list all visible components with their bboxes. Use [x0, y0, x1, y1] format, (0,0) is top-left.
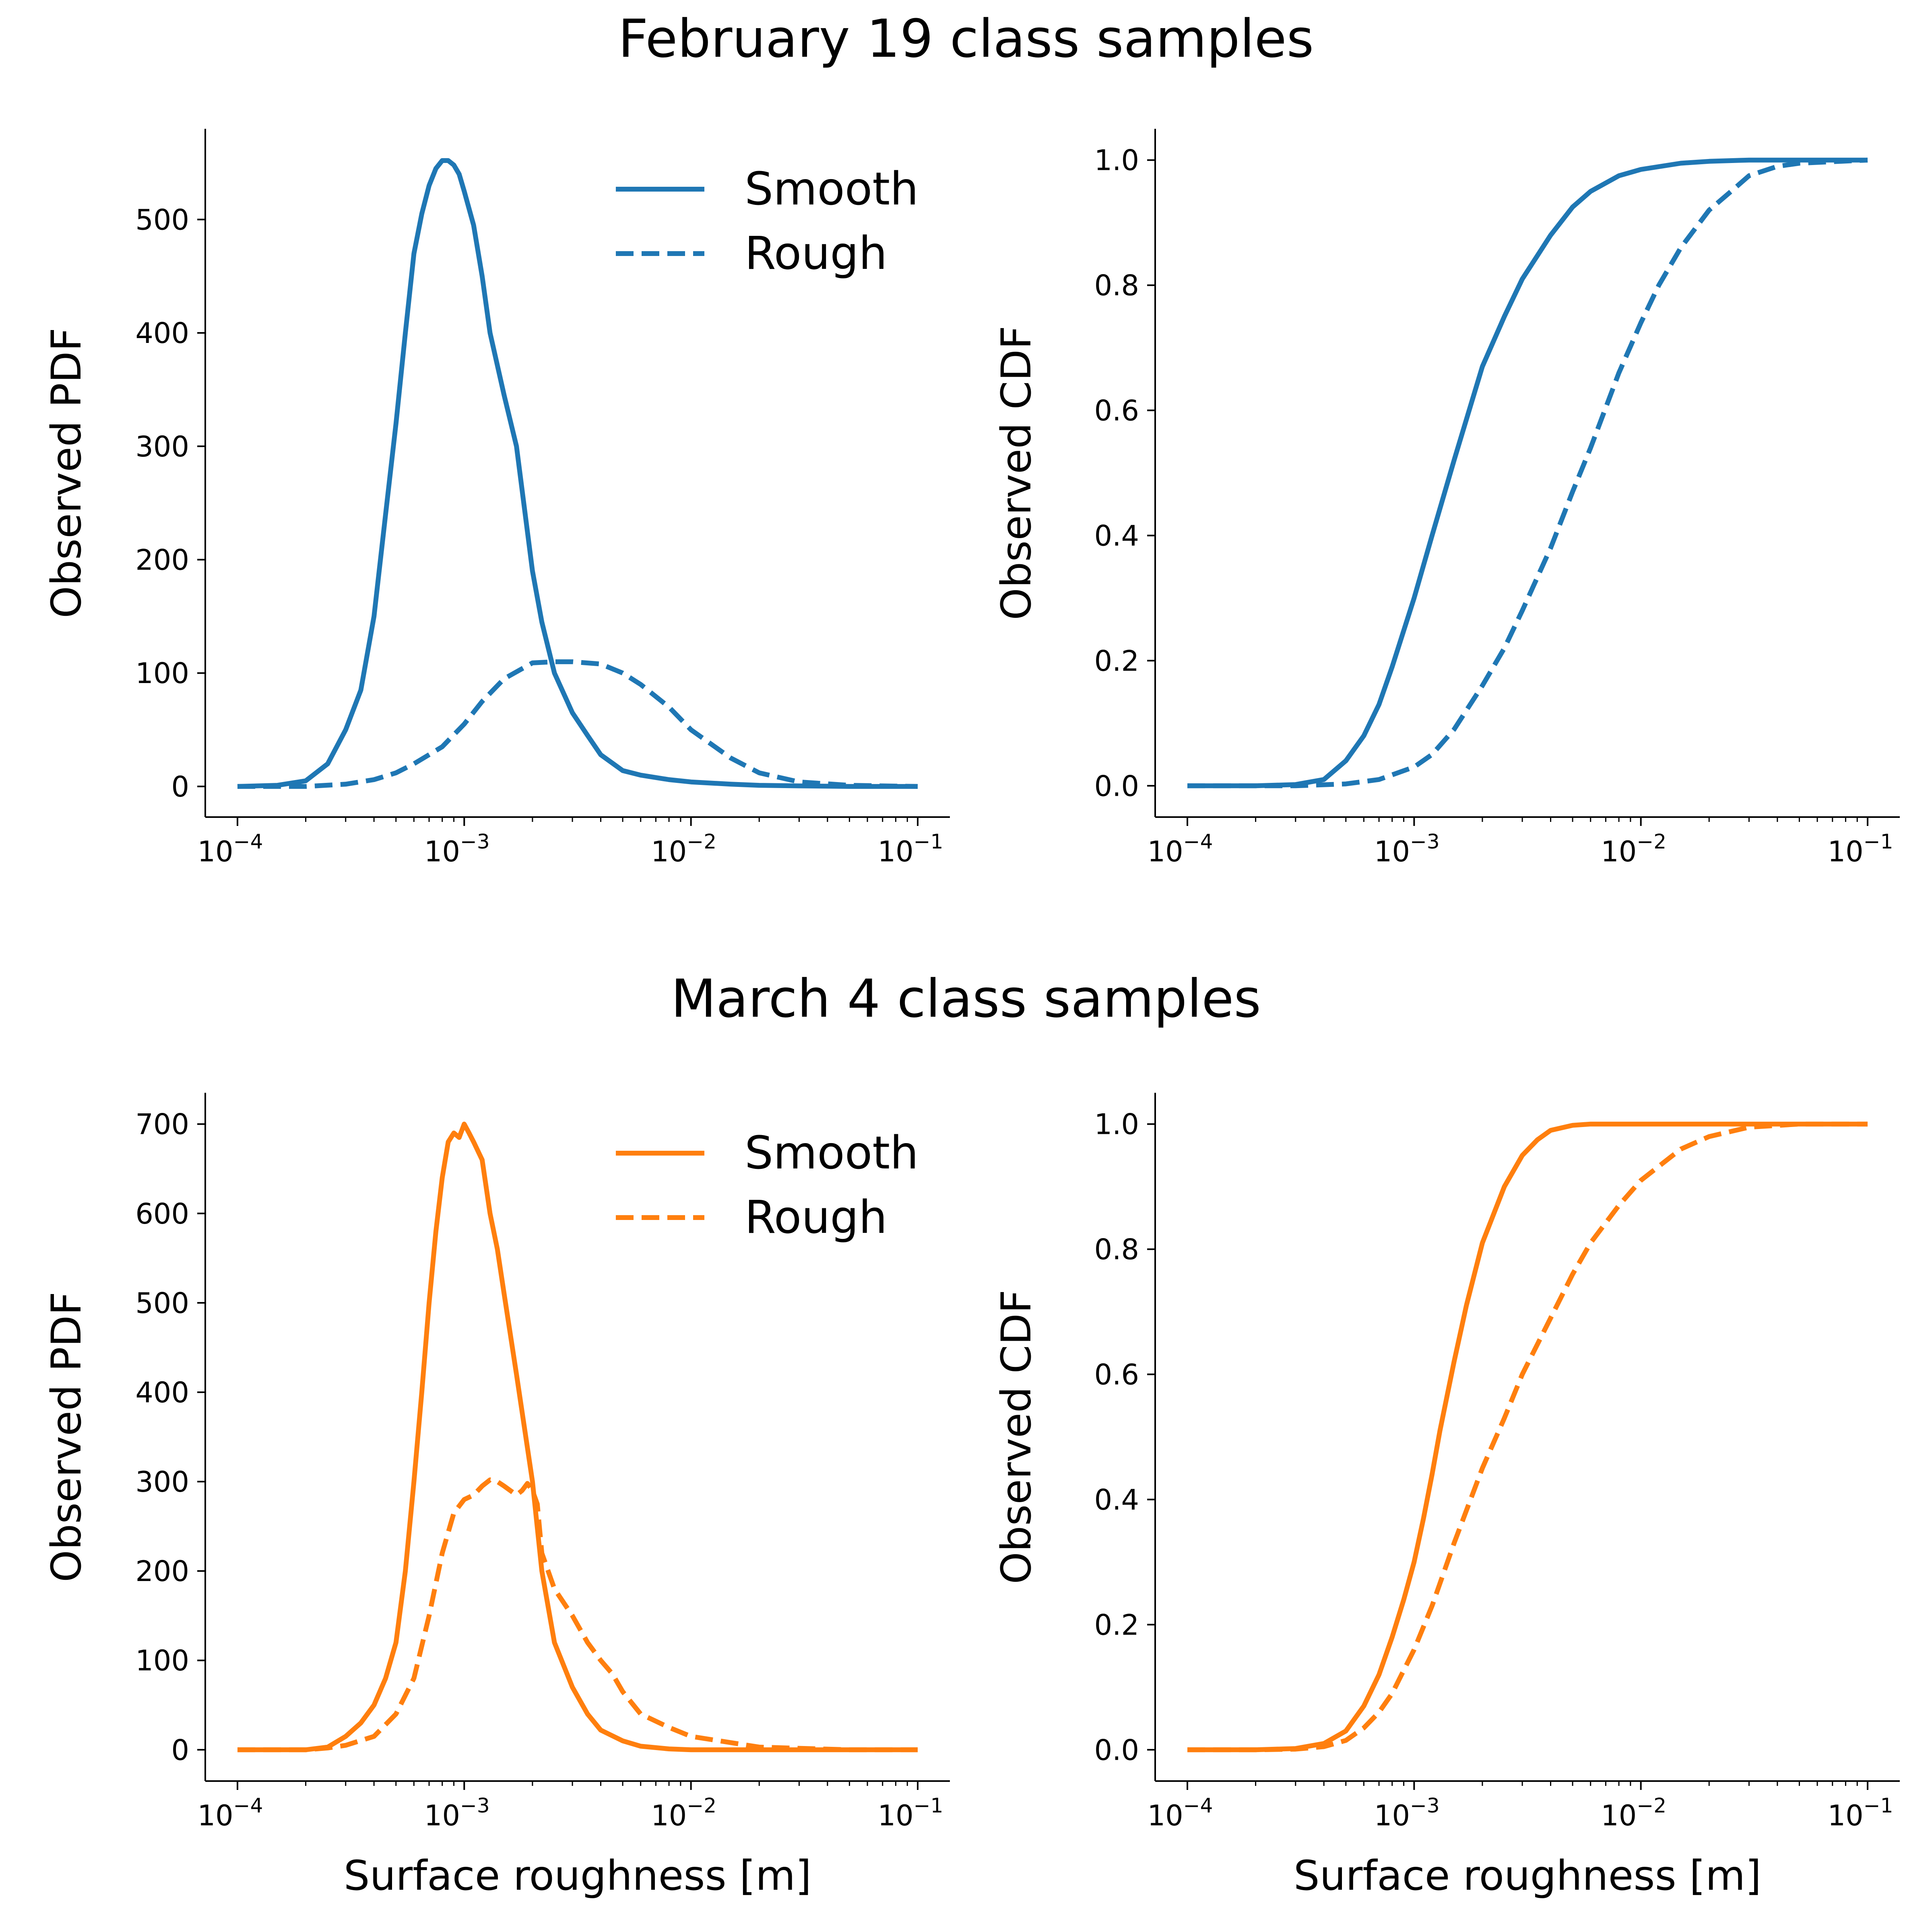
panel-2: 0.0 0.2 0.4 0.6 0.8 1.0 10−4 10−3 10−2 10−1 Observ… — [993, 129, 1900, 868]
series-line-smooth — [1187, 157, 1868, 788]
y-tick-label: 1.0 — [1094, 144, 1139, 177]
y-tick-label: 0.4 — [1094, 1483, 1139, 1516]
row-title-february: February 19 class samples — [618, 8, 1314, 69]
y-tick-label: 300 — [135, 430, 189, 463]
legend-label-rough: Rough — [745, 227, 887, 280]
y-tick-label: 600 — [135, 1197, 189, 1230]
x-axis-label: Surface roughness [m] — [1294, 1852, 1761, 1900]
panel-3: 0 100 200 300 400 500 600 700 10−4 10−3 10−2 10−1 Ob… — [43, 1093, 950, 1900]
x-tick-label: 10−1 — [878, 830, 943, 868]
x-tick-label: 10−2 — [651, 1794, 716, 1832]
x-tick-label: 10−4 — [198, 830, 263, 868]
legend-label-smooth: Smooth — [745, 1127, 919, 1179]
series-line-smooth — [1187, 1121, 1868, 1752]
x-tick-label: 10−2 — [651, 830, 716, 868]
y-tick-label: 500 — [135, 203, 189, 236]
y-tick-label: 300 — [135, 1466, 189, 1499]
x-tick-label: 10−3 — [424, 1794, 490, 1832]
x-tick-label: 10−2 — [1601, 830, 1666, 868]
y-tick-label: 400 — [135, 317, 189, 350]
y-tick-label: 0.0 — [1094, 1734, 1139, 1767]
y-tick-label: 200 — [135, 1555, 189, 1588]
series-line-rough — [1187, 1121, 1868, 1752]
y-tick-label: 0.8 — [1094, 269, 1139, 302]
x-tick-label: 10−3 — [1374, 1794, 1440, 1832]
y-tick-label: 200 — [135, 544, 189, 577]
x-tick-label: 10−4 — [198, 1794, 263, 1832]
y-tick-label: 500 — [135, 1287, 189, 1320]
x-tick-label: 10−1 — [878, 1794, 943, 1832]
y-axis-label: Observed CDF — [993, 326, 1040, 620]
y-tick-label: 0 — [171, 770, 189, 803]
panel-4: 0.0 0.2 0.4 0.6 0.8 1.0 10−4 10−3 10−2 10−1 Observ… — [993, 1093, 1900, 1900]
series-line-rough — [237, 1477, 918, 1752]
x-tick-label: 10−1 — [1828, 830, 1893, 868]
x-axis-label: Surface roughness [m] — [344, 1852, 811, 1900]
y-tick-label: 100 — [135, 1644, 189, 1677]
y-tick-label: 100 — [135, 657, 189, 690]
x-tick-label: 10−4 — [1148, 830, 1213, 868]
row-title-march: March 4 class samples — [671, 968, 1261, 1029]
y-tick-label: 0.4 — [1094, 519, 1139, 552]
legend: Smooth Rough — [616, 1127, 919, 1244]
legend-label-smooth: Smooth — [745, 163, 919, 215]
legend: Smooth Rough — [616, 163, 919, 280]
y-axis-label: Observed PDF — [43, 1292, 91, 1582]
y-tick-label: 0 — [171, 1734, 189, 1767]
y-axis-label: Observed CDF — [993, 1290, 1040, 1584]
y-tick-label: 0.2 — [1094, 644, 1139, 677]
legend-label-rough: Rough — [745, 1191, 887, 1244]
series-line-smooth — [237, 158, 918, 789]
y-tick-label: 0.8 — [1094, 1233, 1139, 1266]
y-tick-label: 0.6 — [1094, 394, 1139, 427]
x-tick-label: 10−2 — [1601, 1794, 1666, 1832]
panel-1: 0 100 200 300 400 500 10−4 10−3 10−2 10−1 Observed… — [43, 129, 950, 868]
x-tick-label: 10−3 — [424, 830, 490, 868]
x-tick-label: 10−4 — [1148, 1794, 1213, 1832]
y-tick-label: 1.0 — [1094, 1108, 1139, 1141]
y-tick-label: 400 — [135, 1376, 189, 1409]
x-tick-label: 10−1 — [1828, 1794, 1893, 1832]
y-tick-label: 0.2 — [1094, 1608, 1139, 1641]
y-tick-label: 0.6 — [1094, 1358, 1139, 1391]
series-line-rough — [1187, 157, 1868, 788]
y-axis-label: Observed PDF — [43, 328, 91, 618]
series-line-rough — [237, 659, 918, 789]
series-line-smooth — [237, 1121, 918, 1752]
x-tick-label: 10−3 — [1374, 830, 1440, 868]
y-tick-label: 0.0 — [1094, 770, 1139, 803]
y-tick-label: 700 — [135, 1108, 189, 1141]
